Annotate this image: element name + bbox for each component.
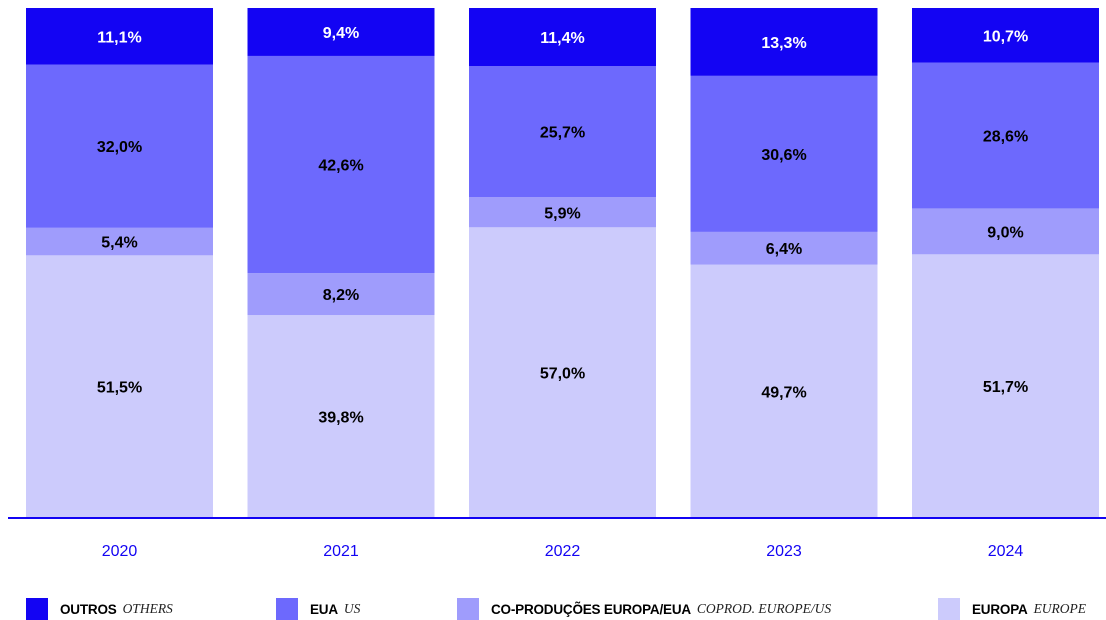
data-label-2024-3: 28,6% — [983, 129, 1028, 146]
data-label-2022-4: 11,4% — [540, 30, 584, 47]
bar-segment-2022-3 — [469, 66, 656, 198]
legend-sublabel-europa: EUROPE — [1033, 601, 1087, 616]
legend-sublabel-eua: US — [343, 601, 361, 616]
data-label-2021-2: 8,2% — [323, 287, 359, 304]
bar-segment-2023-2 — [690, 231, 878, 265]
legend-swatch-outros — [26, 598, 48, 620]
data-label-2024-2: 9,0% — [987, 224, 1023, 241]
legend-label-eua: EUA — [310, 601, 338, 617]
bar-segment-2024-2 — [912, 208, 1099, 255]
legend-sublabel-outros: OTHERS — [122, 601, 173, 616]
data-label-2022-1: 57,0% — [540, 366, 585, 383]
bar-segment-2022-2 — [469, 197, 656, 228]
bar-segment-2024-1 — [912, 254, 1099, 518]
bar-segment-2022-4 — [469, 8, 656, 67]
legend-item-coproducoes: CO-PRODUÇÕES EUROPA/EUA COPROD. EUROPE/U… — [457, 598, 831, 620]
bar-segment-2024-3 — [912, 62, 1099, 209]
data-label-2023-4: 13,3% — [761, 35, 806, 52]
legend-label-europa: EUROPA — [972, 601, 1028, 617]
x-tick-label-2021: 2021 — [323, 543, 359, 560]
data-label-2020-2: 5,4% — [101, 235, 137, 252]
data-label-2023-2: 6,4% — [766, 241, 802, 258]
data-label-2021-1: 39,8% — [318, 410, 363, 427]
bar-segment-2023-3 — [690, 75, 878, 232]
bar-segment-2020-1 — [26, 255, 213, 518]
data-label-2020-3: 32,0% — [97, 139, 142, 156]
legend-item-europa: EUROPA EUROPE — [938, 598, 1086, 620]
chart-legend: OUTROS OTHERS EUA US CO-PRODUÇÕES EUROPA… — [0, 598, 1106, 620]
data-label-2023-1: 49,7% — [761, 384, 806, 401]
data-label-2024-4: 10,7% — [983, 28, 1028, 45]
data-label-2020-4: 11,1% — [97, 29, 141, 46]
bar-segment-2021-1 — [247, 315, 435, 518]
legend-label-outros: OUTROS — [60, 601, 117, 617]
bar-segment-2021-4 — [247, 8, 435, 56]
data-label-2023-3: 30,6% — [761, 147, 806, 164]
bar-segment-2023-1 — [690, 264, 878, 518]
bar-segment-2023-4 — [690, 8, 878, 76]
bar-segment-2022-1 — [469, 227, 656, 519]
legend-swatch-europa — [938, 598, 960, 620]
bar-segment-2020-4 — [26, 8, 213, 65]
bar-segment-2024-4 — [912, 8, 1099, 63]
bar-segment-2021-2 — [247, 273, 435, 316]
legend-label-coproducoes: CO-PRODUÇÕES EUROPA/EUA — [491, 601, 691, 617]
legend-sublabel-coproducoes: COPROD. EUROPE/US — [696, 601, 832, 616]
legend-swatch-coproducoes — [457, 598, 479, 620]
x-tick-label-2020: 2020 — [102, 543, 138, 560]
x-tick-label-2023: 2023 — [766, 543, 802, 560]
data-label-2020-1: 51,5% — [97, 380, 142, 397]
data-label-2021-3: 42,6% — [318, 158, 363, 175]
legend-item-outros: OUTROS OTHERS — [26, 598, 173, 620]
data-label-2022-2: 5,9% — [544, 205, 580, 222]
bar-segment-2020-3 — [26, 64, 213, 228]
bar-segment-2021-3 — [247, 55, 435, 274]
data-label-2021-4: 9,4% — [323, 25, 359, 42]
data-label-2022-3: 25,7% — [540, 125, 585, 142]
bar-segment-2020-2 — [26, 227, 213, 256]
legend-swatch-eua — [276, 598, 298, 620]
legend-item-eua: EUA US — [276, 598, 360, 620]
x-tick-label-2024: 2024 — [988, 543, 1024, 560]
x-tick-label-2022: 2022 — [545, 543, 581, 560]
data-label-2024-1: 51,7% — [983, 379, 1028, 396]
